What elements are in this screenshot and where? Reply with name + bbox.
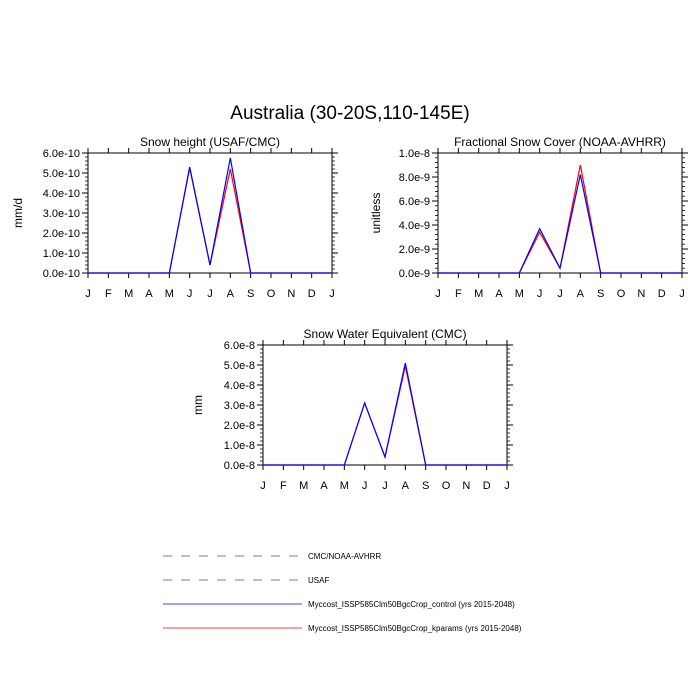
x-tick-label: S bbox=[247, 288, 254, 300]
series-line-control bbox=[88, 157, 332, 274]
legend-item: CMC/NOAA-AVHRR bbox=[163, 552, 381, 561]
legend-label: Myccost_ISSP585Clm50BgcCrop_control (yrs… bbox=[308, 600, 515, 609]
legend-item: Myccost_ISSP585Clm50BgcCrop_kparams (yrs… bbox=[163, 624, 522, 633]
y-tick-label: 3.0e-10 bbox=[43, 208, 80, 220]
y-tick-label: 6.0e-8 bbox=[224, 340, 255, 352]
x-tick-label: O bbox=[617, 288, 626, 300]
legend-label: CMC/NOAA-AVHRR bbox=[308, 552, 381, 561]
x-tick-label: D bbox=[483, 480, 491, 492]
x-tick-label: A bbox=[495, 288, 503, 300]
x-tick-label: M bbox=[165, 288, 174, 300]
x-tick-label: A bbox=[320, 480, 328, 492]
y-tick-label: 4.0e-8 bbox=[224, 380, 255, 392]
y-axis-label: unitless bbox=[369, 193, 383, 234]
y-axis-label: mm/d bbox=[11, 198, 25, 228]
x-tick-label: J bbox=[329, 288, 335, 300]
y-tick-label: 4.0e-10 bbox=[43, 188, 80, 200]
figure-title: Australia (30-20S,110-145E) bbox=[230, 103, 469, 124]
y-tick-label: 1.0e-8 bbox=[399, 148, 430, 160]
y-tick-label: 0.0e-8 bbox=[224, 460, 255, 472]
y-tick-label: 0.0e-10 bbox=[43, 268, 80, 280]
chart-panels: Snow height (USAF/CMC) mm/d 0.0e-10 1.0e-10… bbox=[11, 135, 688, 492]
chart-panel-0: Snow height (USAF/CMC) mm/d 0.0e-10 1.0e-10… bbox=[11, 135, 338, 300]
panel-title: Snow height (USAF/CMC) bbox=[140, 135, 280, 149]
x-tick-label: F bbox=[455, 288, 462, 300]
x-tick-label: A bbox=[227, 288, 235, 300]
y-tick-label: 0.0e-9 bbox=[399, 268, 430, 280]
plot-frame bbox=[262, 344, 508, 466]
x-tick-label: A bbox=[145, 288, 153, 300]
y-axis-label: mm bbox=[191, 395, 205, 415]
series-line-kparams bbox=[88, 167, 332, 274]
plot-frame bbox=[87, 152, 333, 274]
y-tick-label: 5.0e-10 bbox=[43, 168, 80, 180]
x-tick-label: S bbox=[422, 480, 429, 492]
x-tick-label: J bbox=[679, 288, 685, 300]
x-tick-label: J bbox=[537, 288, 543, 300]
x-tick-label: S bbox=[597, 288, 604, 300]
legend-label: USAF bbox=[308, 576, 329, 585]
y-tick-label: 6.0e-10 bbox=[43, 148, 80, 160]
y-tick-label: 5.0e-8 bbox=[224, 360, 255, 372]
chart-panel-2: Snow Water Equivalent (CMC) mm 0.0e-8 1.0e-… bbox=[191, 327, 513, 492]
series-line-kparams bbox=[438, 164, 682, 274]
x-tick-label: A bbox=[577, 288, 585, 300]
x-tick-label: J bbox=[504, 480, 510, 492]
x-tick-label: J bbox=[382, 480, 388, 492]
x-tick-label: J bbox=[85, 288, 91, 300]
x-tick-label: A bbox=[402, 480, 410, 492]
y-tick-label: 2.0e-9 bbox=[399, 244, 430, 256]
x-tick-label: J bbox=[435, 288, 441, 300]
legend: CMC/NOAA-AVHRR USAF Myccost_ISSP585Clm50Bg… bbox=[163, 552, 522, 633]
y-tick-label: 2.0e-10 bbox=[43, 228, 80, 240]
series-line-control bbox=[263, 362, 507, 466]
x-tick-label: F bbox=[280, 480, 287, 492]
x-tick-label: N bbox=[287, 288, 295, 300]
y-tick-label: 3.0e-8 bbox=[224, 400, 255, 412]
y-tick-label: 1.0e-10 bbox=[43, 248, 80, 260]
y-tick-label: 8.0e-9 bbox=[399, 172, 430, 184]
x-tick-label: F bbox=[105, 288, 112, 300]
y-tick-label: 6.0e-9 bbox=[399, 196, 430, 208]
x-tick-label: J bbox=[362, 480, 368, 492]
x-tick-label: O bbox=[267, 288, 276, 300]
legend-item: USAF bbox=[163, 576, 329, 585]
legend-item: Myccost_ISSP585Clm50BgcCrop_control (yrs… bbox=[163, 600, 515, 609]
y-tick-label: 4.0e-9 bbox=[399, 220, 430, 232]
plot-frame bbox=[437, 152, 683, 274]
x-tick-label: J bbox=[557, 288, 563, 300]
y-tick-label: 1.0e-8 bbox=[224, 440, 255, 452]
chart-panel-1: Fractional Snow Cover (NOAA-AVHRR) unitle… bbox=[369, 135, 688, 300]
panel-title: Snow Water Equivalent (CMC) bbox=[304, 327, 467, 341]
x-tick-label: N bbox=[462, 480, 470, 492]
x-tick-label: M bbox=[515, 288, 524, 300]
x-tick-label: M bbox=[340, 480, 349, 492]
legend-label: Myccost_ISSP585Clm50BgcCrop_kparams (yrs… bbox=[308, 624, 522, 633]
x-tick-label: O bbox=[442, 480, 451, 492]
x-tick-label: M bbox=[124, 288, 133, 300]
x-tick-label: J bbox=[187, 288, 193, 300]
x-tick-label: J bbox=[207, 288, 213, 300]
y-tick-label: 2.0e-8 bbox=[224, 420, 255, 432]
series-line-kparams bbox=[263, 365, 507, 466]
x-tick-label: N bbox=[637, 288, 645, 300]
x-tick-label: M bbox=[474, 288, 483, 300]
x-tick-label: D bbox=[658, 288, 666, 300]
panel-title: Fractional Snow Cover (NOAA-AVHRR) bbox=[454, 135, 666, 149]
x-tick-label: M bbox=[299, 480, 308, 492]
x-tick-label: D bbox=[308, 288, 316, 300]
x-tick-label: J bbox=[260, 480, 266, 492]
series-line-control bbox=[438, 174, 682, 274]
